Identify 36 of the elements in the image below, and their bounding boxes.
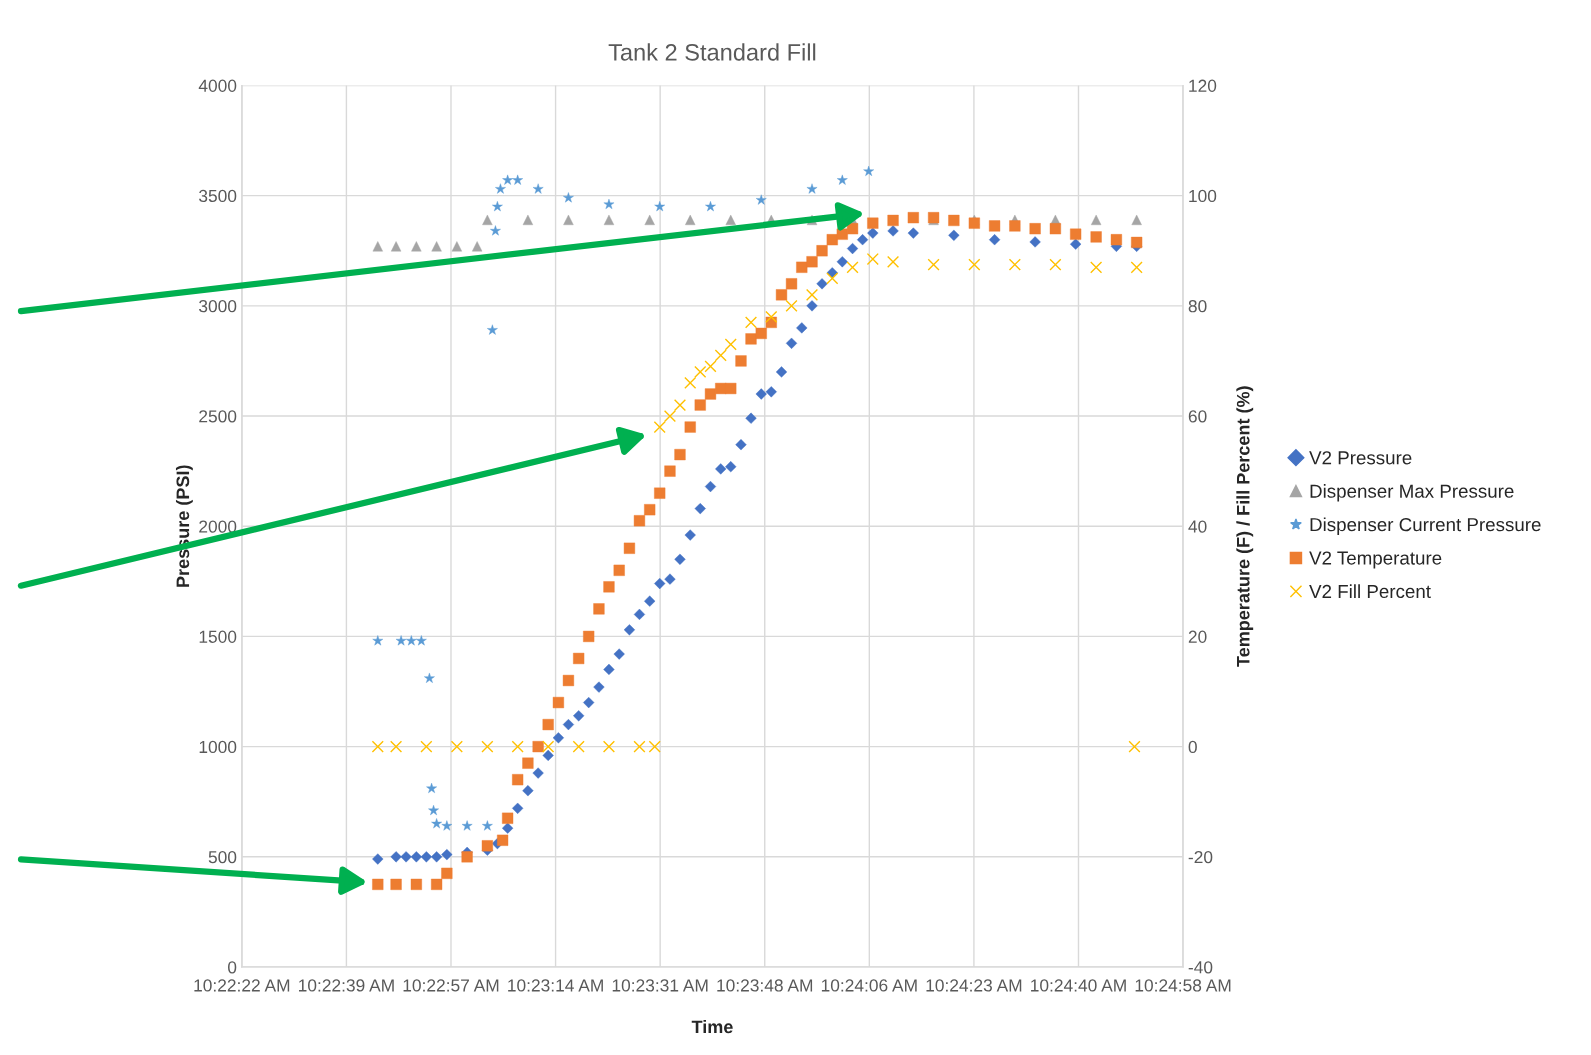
y2-tick-label: 100 [1189,189,1217,203]
y2-tick-label: 40 [1188,520,1207,533]
y2-tick-label: 120 [1189,79,1217,92]
y-tick-label: 4000 [198,79,237,92]
chart-title: Tank 2 Standard Fill [608,43,816,61]
y-tick-label: 0 [227,961,237,974]
x-tick-label: 10:22:57 AM [403,979,499,992]
x-tick-label: 10:24:06 AM [821,979,917,992]
x-tick-label: 10:23:31 AM [612,979,708,992]
x-tick-label: 10:23:48 AM [717,979,813,992]
y2-tick-label: 80 [1188,300,1207,313]
y-tick-label: 3500 [199,189,237,203]
y-tick-label: 2500 [199,410,237,423]
y-tick-label: 1000 [199,740,237,754]
x-tick-label: 10:22:22 AM [194,979,290,992]
legend-label: Dispenser Current Pressure [1310,517,1541,535]
x-tick-label: 10:24:40 AM [1031,979,1126,992]
x-axis-title: Time [691,1020,733,1034]
y-tick-label: 3000 [199,300,237,313]
y2-tick-label: -40 [1188,961,1213,974]
x-tick-label: 10:24:58 AM [1135,979,1231,992]
y2-tick-label: 0 [1188,740,1197,754]
legend-label: V2 Pressure [1309,451,1412,465]
legend-label: V2 Fill Percent [1309,584,1431,599]
y-tick-label: 500 [208,850,237,864]
y-tick-label: 2000 [199,520,237,533]
x-tick-label: 10:22:39 AM [299,979,394,992]
legend-label: Dispenser Max Pressure [1310,484,1514,502]
y2-tick-label: 60 [1188,410,1207,423]
y-tick-label: 1500 [199,630,237,643]
y2-tick-label: -20 [1188,850,1213,864]
y2-axis-title: Temperature (F) / Fill Percent (%) [1236,386,1254,667]
y2-tick-label: 20 [1188,630,1207,643]
legend-label: V2 Temperature [1309,551,1442,569]
x-tick-label: 10:23:14 AM [508,979,603,992]
x-tick-label: 10:24:23 AM [926,979,1022,992]
